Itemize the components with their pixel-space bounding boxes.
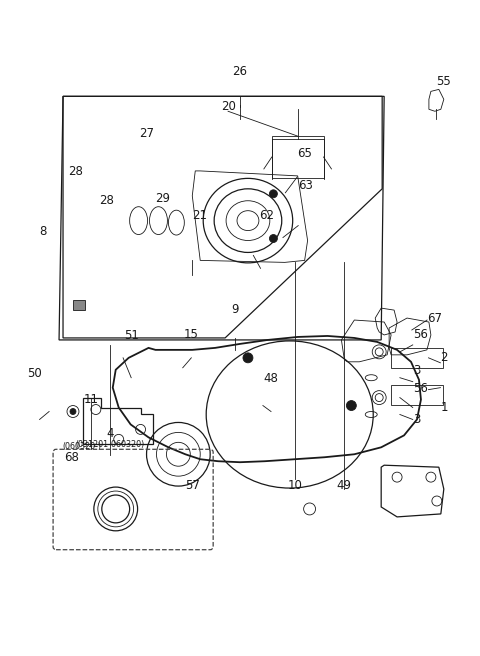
Circle shape	[269, 235, 277, 243]
Text: 28: 28	[99, 194, 114, 207]
Text: 8: 8	[40, 225, 47, 238]
Text: 15: 15	[184, 328, 199, 341]
Circle shape	[347, 401, 356, 411]
Circle shape	[70, 409, 76, 415]
Text: 63: 63	[298, 179, 313, 192]
Text: 50: 50	[27, 367, 42, 380]
Text: 56: 56	[413, 328, 428, 341]
Text: 3: 3	[413, 413, 420, 426]
Text: 65: 65	[297, 147, 312, 159]
Text: 56: 56	[413, 382, 428, 394]
Text: 29: 29	[155, 192, 170, 205]
Text: 20: 20	[221, 100, 236, 113]
Text: 3: 3	[413, 364, 420, 377]
Text: 62: 62	[259, 209, 274, 222]
Bar	[391, 348, 443, 368]
Text: 10: 10	[288, 480, 302, 493]
Text: 57: 57	[185, 480, 200, 493]
Circle shape	[243, 353, 253, 363]
Text: 9: 9	[231, 303, 239, 316]
Text: 11: 11	[84, 393, 98, 406]
Text: 28: 28	[68, 165, 83, 178]
Text: 21: 21	[192, 209, 207, 222]
Bar	[391, 384, 443, 405]
Text: 1: 1	[441, 401, 448, 414]
Text: 26: 26	[232, 65, 248, 78]
Bar	[272, 136, 324, 178]
Text: 49: 49	[336, 480, 351, 493]
Text: 68: 68	[65, 451, 80, 464]
Text: 48: 48	[264, 373, 278, 385]
Bar	[73, 300, 85, 310]
Text: (031201-060320): (031201-060320)	[75, 440, 145, 449]
Text: 27: 27	[140, 127, 155, 140]
Text: 2: 2	[441, 351, 448, 364]
Text: (060320-): (060320-)	[62, 442, 101, 451]
Text: 4: 4	[107, 427, 114, 440]
Text: 67: 67	[427, 312, 442, 325]
Text: 51: 51	[124, 329, 139, 342]
Text: 55: 55	[436, 75, 450, 88]
Circle shape	[269, 190, 277, 197]
